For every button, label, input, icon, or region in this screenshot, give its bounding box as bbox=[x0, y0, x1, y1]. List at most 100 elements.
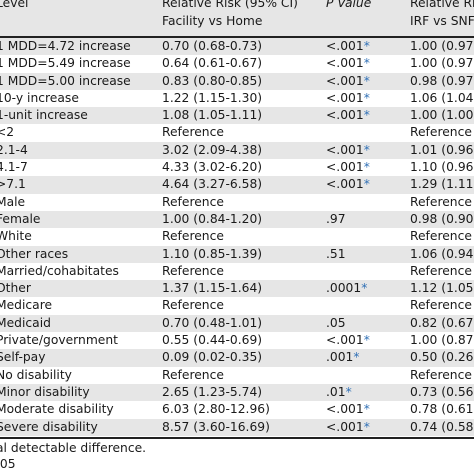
p-value-text: .01 bbox=[326, 384, 346, 399]
cell-p-value: <.001* bbox=[326, 39, 370, 54]
cell-relative-risk: 8.57 (3.60-16.69) bbox=[162, 419, 270, 434]
table-row: Minor disability 2.65 (1.23-5.74) .01* 0.73… bbox=[0, 383, 474, 402]
cell-p-value: <.001* bbox=[326, 143, 370, 158]
cell-level: 1 MDD=4.72 increase bbox=[0, 39, 131, 53]
cell-p-value: .01* bbox=[326, 385, 352, 400]
header-facility-vs-home: Facility vs Home bbox=[162, 14, 263, 28]
table-row: <2 Reference Reference bbox=[0, 124, 474, 141]
cell-level: 10-y increase bbox=[0, 90, 79, 105]
header-irf-vs-snf: IRF vs SNF bbox=[410, 14, 474, 28]
footnote-2: .05 bbox=[0, 457, 16, 471]
cell-relative-risk-2: 1.00 (0.97- bbox=[410, 39, 474, 53]
cell-relative-risk: 1.22 (1.15-1.30) bbox=[162, 90, 263, 105]
cell-relative-risk-2: Reference bbox=[410, 125, 472, 140]
cell-relative-risk-2: 1.00 (0.97- bbox=[410, 56, 474, 71]
cell-level: White bbox=[0, 229, 32, 244]
cell-relative-risk: 0.70 (0.48-1.01) bbox=[162, 315, 263, 330]
table-row: Severe disability 8.57 (3.60-16.69) <.001*… bbox=[0, 418, 474, 436]
cell-relative-risk-2: 0.82 (0.67- bbox=[410, 315, 474, 330]
significance-marker: * bbox=[363, 160, 370, 175]
cell-p-value: <.001* bbox=[326, 402, 370, 417]
significance-marker: * bbox=[361, 281, 368, 296]
table-row: Male Reference Reference bbox=[0, 194, 474, 211]
p-value-text: .001 bbox=[326, 350, 354, 365]
table-row: Female 1.00 (0.84-1.20) .97 0.98 (0.90- bbox=[0, 210, 474, 229]
cell-relative-risk: 0.09 (0.02-0.35) bbox=[162, 350, 263, 365]
cell-relative-risk-2: 0.74 (0.58- bbox=[410, 419, 474, 434]
cell-level: <2 bbox=[0, 125, 15, 140]
cell-level: 2.1-4 bbox=[0, 142, 28, 157]
significance-marker: * bbox=[363, 73, 370, 88]
cell-relative-risk: 2.65 (1.23-5.74) bbox=[162, 384, 263, 399]
cell-relative-risk-2: Reference bbox=[410, 263, 472, 278]
cell-relative-risk: 4.64 (3.27-6.58) bbox=[162, 177, 263, 192]
cell-relative-risk: 4.33 (3.02-6.20) bbox=[162, 160, 263, 175]
table-body: 1 MDD=4.72 increase 0.70 (0.68-0.73) <.001… bbox=[0, 38, 474, 436]
table-row: 1 MDD=5.49 increase 0.64 (0.61-0.67) <.001… bbox=[0, 55, 474, 72]
table-row: Medicare Reference Reference bbox=[0, 297, 474, 314]
cell-p-value: .05 bbox=[326, 316, 346, 331]
cell-relative-risk-2: 0.50 (0.26- bbox=[410, 350, 474, 365]
table-row: 4.1-7 4.33 (3.02-6.20) <.001* 1.10 (0.96- bbox=[0, 159, 474, 176]
cell-level: Married/cohabitates bbox=[0, 263, 119, 278]
table-row: 1 MDD=5.00 increase 0.83 (0.80-0.85) <.001… bbox=[0, 72, 474, 90]
cell-relative-risk-2: Reference bbox=[410, 298, 472, 313]
header-relative-risk: Relative Risk (95% CI) bbox=[162, 0, 298, 10]
bottom-rule bbox=[0, 437, 474, 439]
table-row: Medicaid 0.70 (0.48-1.01) .05 0.82 (0.67- bbox=[0, 314, 474, 333]
cell-relative-risk-2: 1.10 (0.96- bbox=[410, 160, 474, 175]
cell-relative-risk-2: 0.73 (0.56- bbox=[410, 384, 474, 399]
significance-marker: * bbox=[363, 39, 370, 53]
significance-marker: * bbox=[353, 350, 360, 365]
cell-relative-risk-2: 1.00 (1.00- bbox=[410, 108, 474, 123]
cell-relative-risk: 0.83 (0.80-0.85) bbox=[162, 73, 263, 88]
cell-p-value: .97 bbox=[326, 212, 346, 227]
cell-relative-risk-2: 1.29 (1.11- bbox=[410, 177, 474, 192]
header-level: Level bbox=[0, 0, 29, 10]
cell-p-value: <.001* bbox=[326, 108, 370, 123]
cell-relative-risk: Reference bbox=[162, 125, 224, 140]
cell-level: Moderate disability bbox=[0, 402, 114, 417]
p-value-text: <.001 bbox=[326, 73, 364, 88]
p-value-text: <.001 bbox=[326, 160, 364, 175]
cell-relative-risk: 1.08 (1.05-1.11) bbox=[162, 108, 263, 123]
table-row: Private/government 0.55 (0.44-0.69) <.001*… bbox=[0, 332, 474, 349]
cell-relative-risk-2: 0.98 (0.90- bbox=[410, 211, 474, 226]
table-row: Other 1.37 (1.15-1.64) .0001* 1.12 (1.05- bbox=[0, 280, 474, 298]
significance-marker: * bbox=[363, 108, 370, 123]
table-row: Married/cohabitates Reference Reference bbox=[0, 263, 474, 280]
p-value-text: <.001 bbox=[326, 402, 364, 417]
cell-relative-risk: 0.55 (0.44-0.69) bbox=[162, 333, 263, 348]
p-value-text: .05 bbox=[326, 315, 346, 330]
header-relative-risk-2: Relative Ri bbox=[410, 0, 474, 10]
table-row: Other races 1.10 (0.85-1.39) .51 1.06 (0.94… bbox=[0, 245, 474, 263]
cell-level: 1 MDD=5.49 increase bbox=[0, 56, 131, 71]
p-value-text: .0001 bbox=[326, 281, 362, 296]
table-row: 1-unit increase 1.08 (1.05-1.11) <.001* 1.0… bbox=[0, 107, 474, 125]
cell-relative-risk: 6.03 (2.80-12.96) bbox=[162, 402, 270, 417]
header-rule bbox=[0, 36, 474, 38]
cell-p-value: <.001* bbox=[326, 177, 370, 192]
p-value-text: <.001 bbox=[326, 142, 364, 157]
cell-level: 4.1-7 bbox=[0, 160, 28, 175]
table-row: >7.1 4.64 (3.27-6.58) <.001* 1.29 (1.11- bbox=[0, 176, 474, 194]
cell-relative-risk-2: 1.01 (0.96- bbox=[410, 142, 474, 157]
p-value-text: <.001 bbox=[326, 177, 364, 192]
cell-relative-risk: 1.10 (0.85-1.39) bbox=[162, 246, 263, 261]
cell-level: Private/government bbox=[0, 333, 118, 348]
cell-relative-risk: 3.02 (2.09-4.38) bbox=[162, 142, 263, 157]
cell-relative-risk-2: Reference bbox=[410, 367, 472, 382]
significance-marker: * bbox=[363, 419, 370, 434]
header-p-value: P Value bbox=[326, 0, 372, 10]
cell-p-value: .001* bbox=[326, 350, 360, 365]
cell-relative-risk-2: Reference bbox=[410, 194, 472, 209]
cell-relative-risk: 0.70 (0.68-0.73) bbox=[162, 39, 263, 53]
significance-marker: * bbox=[363, 333, 370, 348]
significance-marker: * bbox=[363, 402, 370, 417]
cell-level: Medicare bbox=[0, 298, 53, 313]
table-row: 2.1-4 3.02 (2.09-4.38) <.001* 1.01 (0.96- bbox=[0, 141, 474, 160]
significance-marker: * bbox=[345, 384, 352, 399]
cell-relative-risk: Reference bbox=[162, 263, 224, 278]
cell-level: Male bbox=[0, 194, 26, 209]
